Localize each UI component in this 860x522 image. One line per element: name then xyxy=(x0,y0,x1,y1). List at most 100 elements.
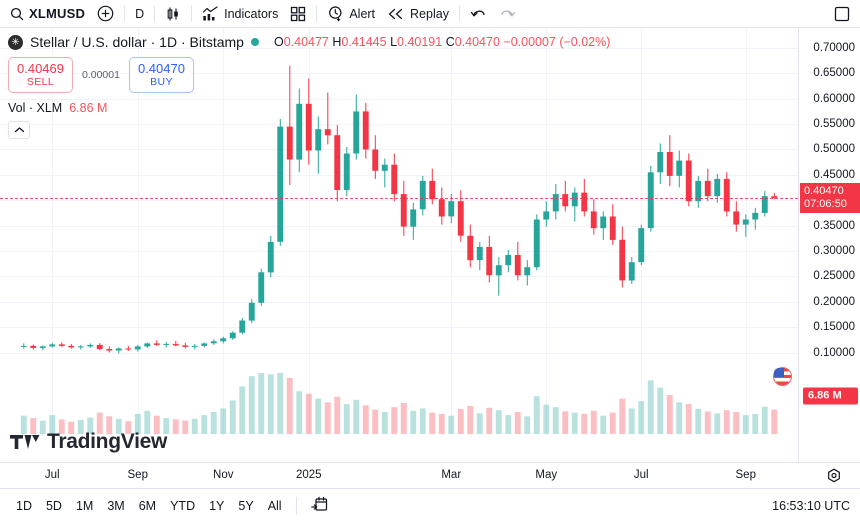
price-axis-label: 0.10000 xyxy=(813,346,855,359)
indicators-button[interactable]: Indicators xyxy=(196,3,284,25)
low-key: L xyxy=(390,35,398,49)
price-axis-label: 0.25000 xyxy=(813,270,855,283)
price-axis-label: 0.65000 xyxy=(813,67,855,80)
open-value: 0.40477 xyxy=(283,35,329,49)
range-button-6m[interactable]: 6M xyxy=(138,498,157,513)
range-buttons: 1D 5D 1M 3M 6M YTD 1Y 5Y All xyxy=(10,496,288,516)
time-axis-label: 2025 xyxy=(295,469,322,481)
buy-label: BUY xyxy=(150,76,173,89)
price-axis-label: 0.45000 xyxy=(813,168,855,181)
alarm-clock-icon xyxy=(327,5,344,22)
range-button-5d[interactable]: 5D xyxy=(45,498,62,513)
spread-value: 0.00001 xyxy=(82,68,120,81)
symbol-title[interactable]: Stellar / U.S. dollar · 1D · Bitstamp xyxy=(30,34,244,50)
legend-title-row: ✳ Stellar / U.S. dollar · 1D · Bitstamp … xyxy=(8,34,610,50)
time-axis-label: Sep xyxy=(735,469,756,481)
undo-arrow-icon xyxy=(470,6,487,21)
toolbar-divider xyxy=(316,5,318,22)
goto-date-button[interactable] xyxy=(305,493,334,519)
toolbar-divider xyxy=(154,5,156,22)
volume-study-name[interactable]: Vol · XLM xyxy=(8,100,63,115)
alert-button[interactable]: Alert xyxy=(321,3,381,25)
symbol-search-button[interactable]: XLMUSD xyxy=(4,3,91,25)
chart-body: ✳ Stellar / U.S. dollar · 1D · Bitstamp … xyxy=(0,28,860,462)
chart-pane[interactable]: ✳ Stellar / U.S. dollar · 1D · Bitstamp … xyxy=(0,28,798,462)
candlestick-icon xyxy=(165,6,181,22)
sell-button[interactable]: 0.40469 SELL xyxy=(8,57,73,93)
toolbar-divider xyxy=(191,5,193,22)
time-axis[interactable]: Jul Sep Nov 2025 Mar May Jul Sep xyxy=(0,462,860,488)
close-value: 0.40470 xyxy=(454,35,500,49)
range-button-all[interactable]: All xyxy=(267,498,282,513)
bar-countdown: 07:06:50 xyxy=(804,197,847,210)
range-button-5y[interactable]: 5Y xyxy=(238,498,254,513)
range-button-1d[interactable]: 1D xyxy=(16,498,32,513)
time-axis-label: May xyxy=(535,469,558,481)
replay-icon xyxy=(387,7,405,21)
time-axis-label: Mar xyxy=(441,469,462,481)
close-key: C xyxy=(445,35,455,49)
clock-label[interactable]: 16:53:10 UTC xyxy=(772,498,850,513)
undo-button[interactable] xyxy=(464,3,493,25)
replay-label: Replay xyxy=(410,6,449,21)
current-price-line xyxy=(0,197,798,199)
buy-sell-row: 0.40469 SELL 0.00001 0.40470 BUY xyxy=(8,57,610,93)
fullscreen-button[interactable] xyxy=(828,3,856,25)
ohlc-values: O0.40477 H0.41445 L0.40191 C0.40470 −0.0… xyxy=(274,35,610,49)
replay-button[interactable]: Replay xyxy=(381,3,455,25)
price-axis-label: 0.35000 xyxy=(813,219,855,232)
range-button-1y[interactable]: 1Y xyxy=(209,498,225,513)
price-axis-label: 0.20000 xyxy=(813,295,855,308)
range-button-ytd[interactable]: YTD xyxy=(170,498,196,513)
chart-legend: ✳ Stellar / U.S. dollar · 1D · Bitstamp … xyxy=(8,34,610,139)
chart-settings-icon[interactable] xyxy=(826,468,842,484)
toolbar-divider xyxy=(458,5,460,22)
volume-study-value: 6.86 M xyxy=(69,100,108,115)
add-symbol-button[interactable] xyxy=(91,3,120,25)
open-key: O xyxy=(273,35,284,49)
us-flag-icon xyxy=(773,367,792,386)
price-axis-label: 0.30000 xyxy=(813,244,855,257)
volume-badge[interactable]: 6.86 M xyxy=(803,387,858,405)
plus-circle-icon xyxy=(97,5,114,22)
redo-button[interactable] xyxy=(493,3,522,25)
layouts-button[interactable] xyxy=(284,3,312,25)
chart-style-button[interactable] xyxy=(159,3,187,25)
market-open-dot xyxy=(250,38,259,46)
chevron-up-icon xyxy=(14,126,25,134)
current-price-value: 0.40470 xyxy=(804,184,844,197)
high-key: H xyxy=(332,35,342,49)
sell-label: SELL xyxy=(26,76,55,89)
price-axis[interactable]: 0.70000 0.65000 0.60000 0.55000 0.50000 0.450… xyxy=(798,28,860,462)
time-axis-label: Nov xyxy=(213,469,234,481)
current-price-badge[interactable]: 0.40470 07:06:50 xyxy=(800,182,860,213)
price-axis-label: 0.70000 xyxy=(813,41,855,54)
high-value: 0.41445 xyxy=(341,35,387,49)
interval-label: D xyxy=(135,6,145,21)
grid-layout-icon xyxy=(290,6,306,22)
interval-button[interactable]: D xyxy=(129,3,150,25)
collapse-legend-button[interactable] xyxy=(8,120,30,139)
indicators-icon xyxy=(202,5,219,22)
price-change: −0.00007 (−0.02%) xyxy=(503,35,611,49)
toolbar-divider xyxy=(124,5,126,22)
top-toolbar: XLMUSD D xyxy=(0,0,860,28)
buy-price: 0.40470 xyxy=(137,61,185,76)
candlestick-series xyxy=(20,65,778,435)
time-axis-label: Jul xyxy=(44,469,60,481)
price-axis-label: 0.50000 xyxy=(813,143,855,156)
search-icon xyxy=(10,7,24,21)
low-value: 0.40191 xyxy=(397,35,443,49)
goto-date-icon xyxy=(310,496,328,513)
alert-label: Alert xyxy=(349,6,376,21)
range-button-3m[interactable]: 3M xyxy=(107,498,125,513)
indicators-label: Indicators xyxy=(224,6,279,21)
symbol-label: XLMUSD xyxy=(29,6,86,21)
range-button-1m[interactable]: 1M xyxy=(75,498,94,513)
sell-price: 0.40469 xyxy=(17,61,64,76)
volume-legend-row: Vol · XLM 6.86 M xyxy=(8,101,610,115)
time-axis-label: Sep xyxy=(127,469,148,481)
price-axis-label: 0.55000 xyxy=(813,118,855,131)
buy-button[interactable]: 0.40470 BUY xyxy=(128,57,194,93)
